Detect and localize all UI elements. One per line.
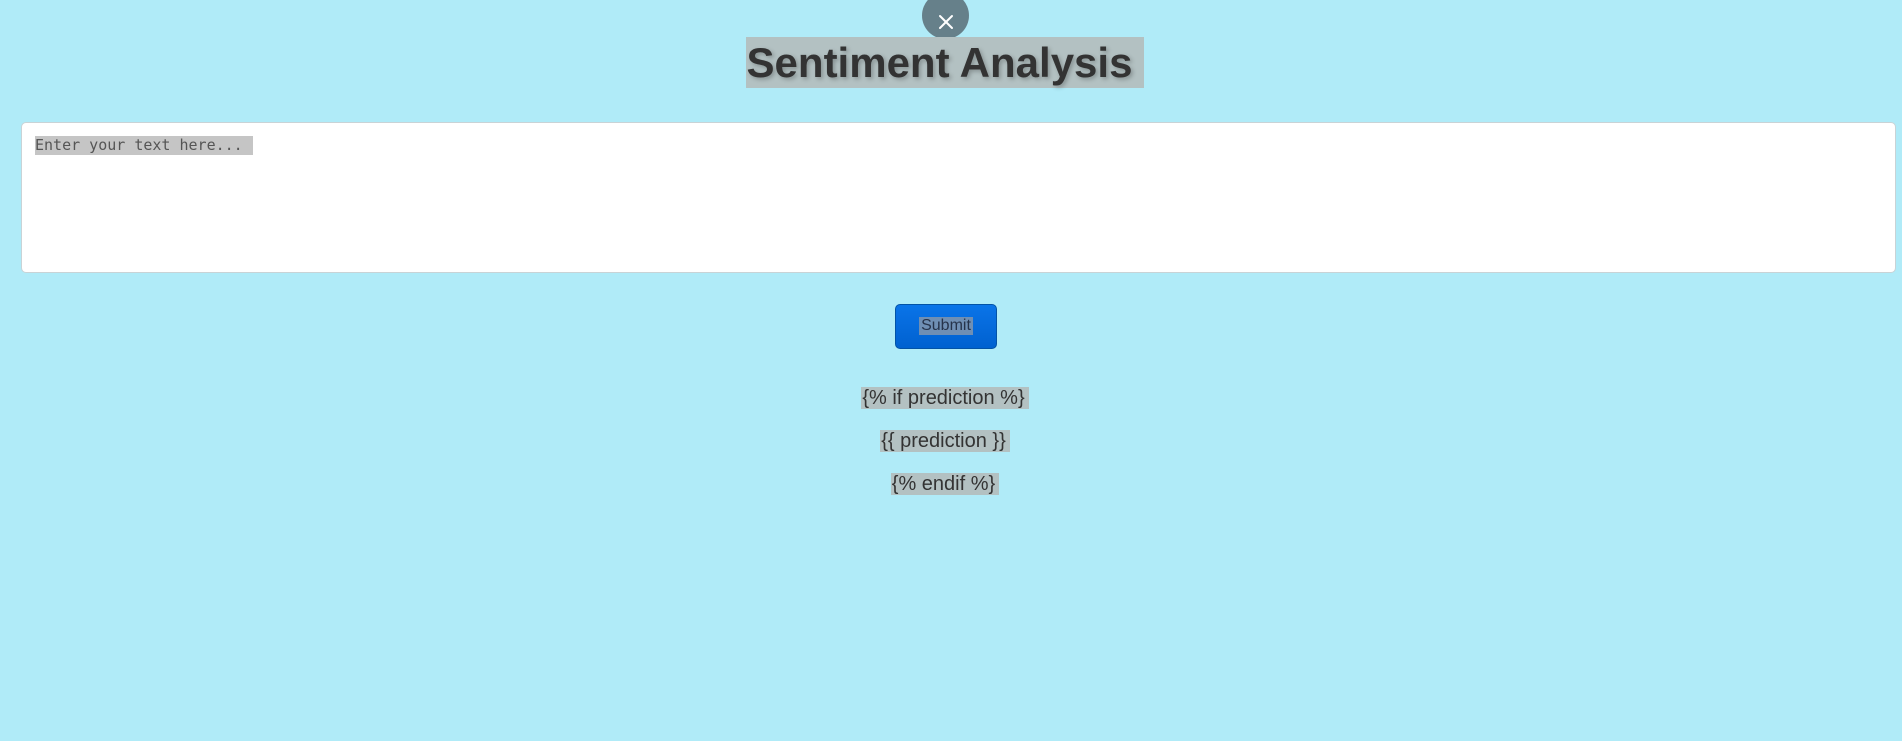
page-title-text: Sentiment Analysis [745, 37, 1145, 88]
page-title: Sentiment Analysis [0, 37, 1890, 88]
close-button[interactable] [922, 0, 969, 39]
close-icon [939, 15, 953, 29]
result-endif-line: {% endif %} [0, 472, 1890, 496]
result-endif-text: {% endif %} [890, 473, 1000, 495]
prediction-line: {{ prediction }} [0, 429, 1890, 453]
submit-button[interactable]: Submit [895, 304, 997, 349]
text-input[interactable]: Enter your text here... [21, 122, 1896, 273]
result-if-text: {% if prediction %} [861, 387, 1029, 409]
prediction-text: {{ prediction }} [880, 430, 1010, 452]
result-if-line: {% if prediction %} [0, 386, 1890, 410]
text-input-placeholder: Enter your text here... [35, 136, 253, 155]
submit-button-label: Submit [919, 317, 973, 335]
